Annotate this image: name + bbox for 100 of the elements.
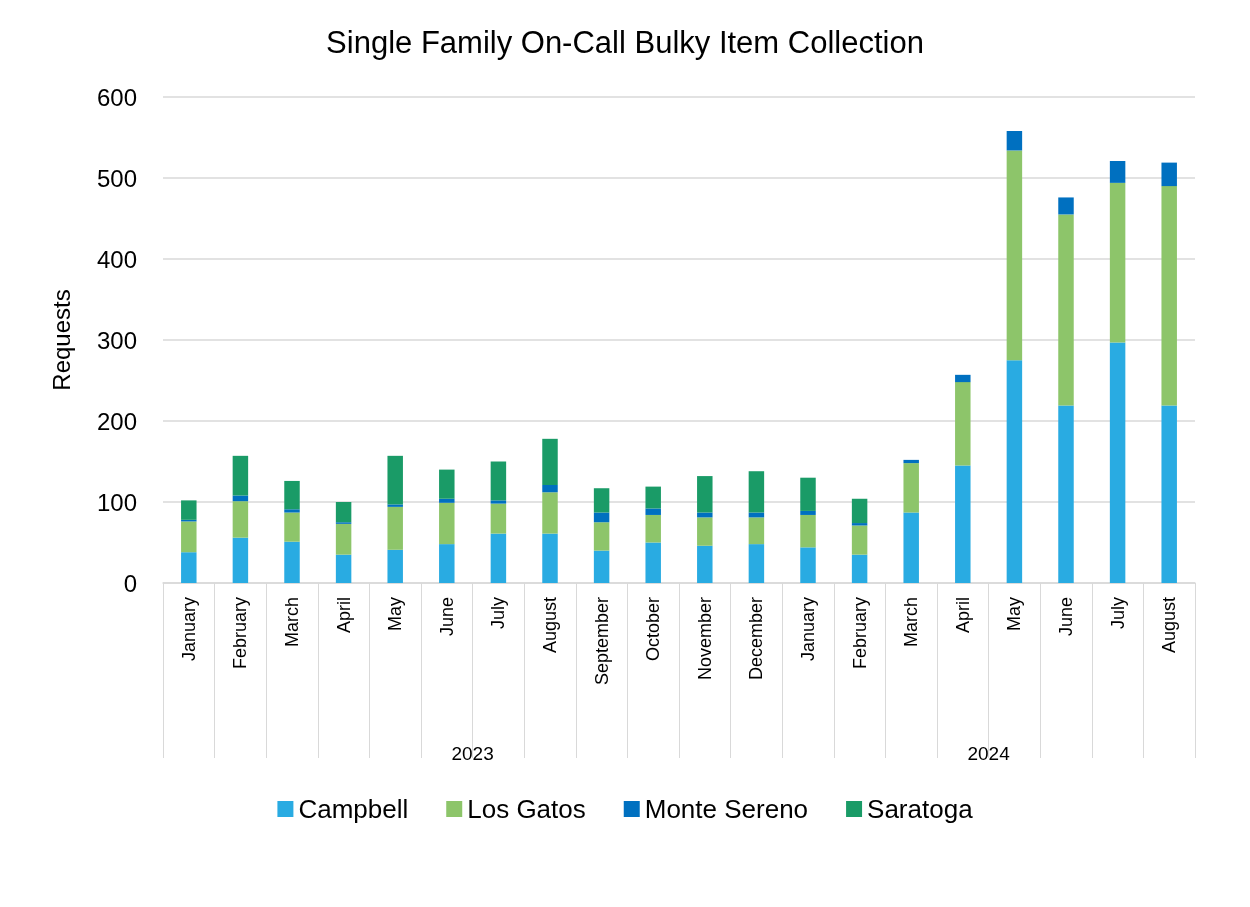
bar <box>542 533 558 583</box>
bar <box>542 492 558 534</box>
x-tick-label: February <box>230 597 251 670</box>
bar <box>800 514 816 548</box>
text: 2024 <box>967 742 1011 764</box>
bar <box>490 533 507 583</box>
bar <box>697 476 713 513</box>
x-tick-label: April <box>952 597 973 634</box>
bar <box>232 455 249 496</box>
bar <box>955 374 971 383</box>
x-tick-label: January <box>798 597 818 662</box>
bar <box>284 541 300 583</box>
bar <box>387 506 403 550</box>
bar <box>645 514 661 543</box>
x-tick-label: December <box>746 597 767 681</box>
bar <box>1058 214 1074 406</box>
bar <box>1109 342 1126 583</box>
bar <box>387 549 403 583</box>
x-tick-label: September <box>591 597 612 686</box>
bar <box>800 477 816 511</box>
bar <box>1006 360 1023 583</box>
bar <box>903 459 919 464</box>
bar <box>284 509 300 513</box>
bar <box>490 461 507 501</box>
bar <box>181 552 197 583</box>
y-tick-label: 400 <box>96 245 137 273</box>
y-tick-label: 0 <box>123 569 137 597</box>
x-tick-label: August <box>540 597 560 654</box>
bar <box>387 455 403 505</box>
x-tick-label: February <box>849 597 870 670</box>
bar <box>542 438 558 485</box>
bar <box>439 498 455 503</box>
bar <box>1161 186 1177 406</box>
x-tick-label: June <box>436 597 457 637</box>
x-tick-label: March <box>282 597 302 648</box>
bar <box>851 525 868 555</box>
x-tick-label: July <box>488 597 509 630</box>
bar <box>181 521 197 553</box>
bar <box>645 486 661 509</box>
bar <box>387 504 403 507</box>
bar <box>1006 150 1023 361</box>
chart-title: Single Family On-Call Bulky Item Collection <box>326 25 924 60</box>
x-tick-label: July <box>1107 597 1128 630</box>
bar <box>697 545 713 583</box>
bar <box>800 547 816 583</box>
bar <box>593 488 610 513</box>
bar <box>645 542 661 583</box>
bar <box>439 502 455 545</box>
bar <box>593 550 610 583</box>
bar <box>335 502 352 523</box>
x-tick-label: October <box>643 597 664 662</box>
bar <box>181 500 197 520</box>
bar <box>800 510 816 515</box>
bar <box>903 463 919 513</box>
y-tick-label: 100 <box>96 488 137 516</box>
bar <box>748 471 765 513</box>
bar <box>335 523 352 555</box>
bar <box>851 554 868 583</box>
bar <box>903 512 919 583</box>
x-tick-label: April <box>333 597 354 634</box>
legend-label: Los Gatos <box>467 794 586 824</box>
x-tick-label: January <box>178 597 199 662</box>
x-tick-label: November <box>694 597 715 681</box>
bar <box>851 498 868 524</box>
text: 2023 <box>451 742 494 764</box>
y-tick-label: 600 <box>96 83 137 111</box>
bar <box>542 484 558 493</box>
bar <box>697 517 713 546</box>
x-tick-label: May <box>1004 597 1025 632</box>
bar <box>439 544 455 583</box>
bar <box>1161 405 1177 583</box>
legend-label: Campbell <box>298 794 409 824</box>
bar <box>593 512 610 523</box>
y-tick-label: 500 <box>96 164 137 192</box>
bar <box>335 554 352 583</box>
bar <box>955 382 971 466</box>
bar <box>748 517 765 545</box>
bar <box>748 544 765 583</box>
x-tick-label: May <box>385 597 406 632</box>
bar <box>1006 131 1023 151</box>
bar <box>593 522 610 551</box>
bar <box>645 508 661 515</box>
bar <box>284 480 300 510</box>
bar <box>1109 160 1126 183</box>
y-tick-label: 200 <box>96 407 137 435</box>
y-tick-label: 300 <box>96 326 137 354</box>
legend-label: Monte Sereno <box>644 794 809 824</box>
bar <box>284 512 300 542</box>
legend-label: Saratoga <box>867 794 974 824</box>
bar <box>490 500 507 504</box>
x-tick-label: March <box>901 597 922 648</box>
bar <box>439 469 455 499</box>
y-axis-title: Requests <box>47 289 75 391</box>
bar <box>1109 182 1126 343</box>
x-tick-label: June <box>1056 597 1076 637</box>
bar <box>1058 405 1074 583</box>
bar <box>232 501 249 538</box>
x-tick-label: August <box>1159 597 1180 654</box>
bar <box>955 465 971 583</box>
bar <box>232 537 249 583</box>
